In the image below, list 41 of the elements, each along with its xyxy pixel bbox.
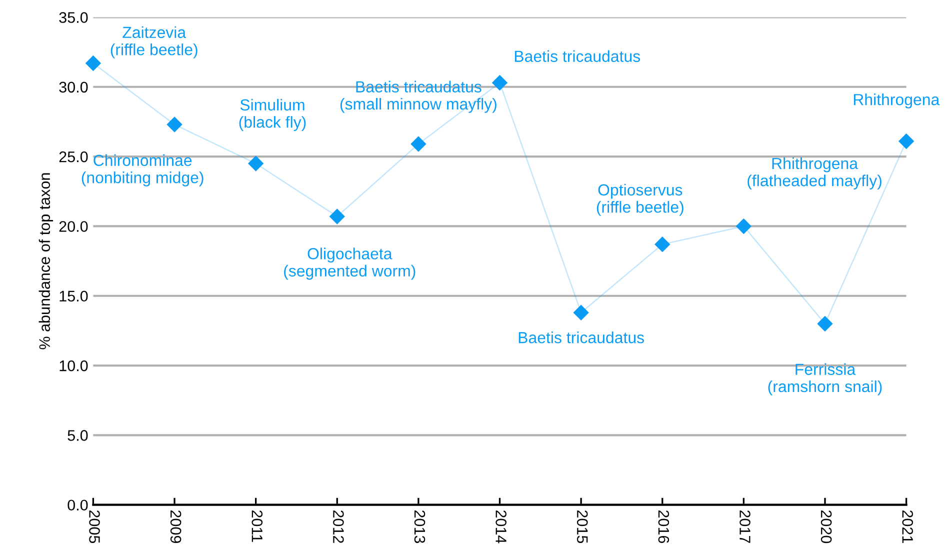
y-axis-title: % abundance of top taxon — [38, 173, 54, 350]
point — [573, 305, 589, 320]
annotation: Ferrissia (ramshorn snail) — [768, 363, 882, 396]
y-tick-label: 25.0 — [59, 151, 88, 162]
annotation: Baetis tricaudatus — [514, 50, 640, 62]
y-tick-label: 35.0 — [59, 12, 88, 23]
x-tick-label: 2017 — [740, 510, 750, 543]
annotation: Rhithrogena (flatheaded mayfly) — [748, 157, 882, 190]
x-tick-label: 2005 — [89, 510, 100, 544]
point — [330, 208, 345, 224]
x-tick-label: 2013 — [414, 510, 426, 544]
y-tick-label: 0.0 — [68, 500, 88, 511]
point — [492, 75, 508, 90]
x-tick-label: 2011 — [252, 510, 263, 542]
point — [166, 116, 182, 132]
x-tick-label: 2009 — [170, 510, 182, 543]
point — [248, 156, 264, 172]
point — [817, 316, 833, 332]
point — [898, 134, 914, 149]
annotation: Zaitzevia (riffle beetle) — [110, 26, 198, 58]
annotation: Baetis tricaudatus (small minnow mayfly) — [340, 80, 496, 113]
y-tick-label: 15.0 — [60, 290, 88, 302]
point — [86, 56, 101, 71]
x-tick-label: 2015 — [576, 510, 588, 544]
annotation: Optioservus (riffle beetle) — [596, 184, 684, 216]
annotation: Simulium (black fly) — [239, 98, 306, 131]
point — [410, 136, 426, 152]
x-tick-label: 2020 — [820, 510, 832, 544]
annotation: Oligochaeta (segmented worm) — [284, 248, 416, 280]
y-tick-label: 30.0 — [59, 82, 88, 93]
annotation: Rhithrogena — [854, 94, 940, 108]
x-tick-label: 2014 — [496, 510, 506, 544]
y-tick-label: 20.0 — [59, 221, 88, 232]
point — [654, 236, 670, 252]
x-tick-label: 2016 — [658, 510, 670, 544]
y-tick-label: 5.0 — [68, 430, 88, 441]
annotation: Baetis tricaudatus — [518, 332, 644, 344]
x-tick-label: 2012 — [333, 510, 344, 543]
point — [736, 218, 752, 234]
y-tick-label: 10.0 — [60, 360, 88, 372]
x-tick-label: 2021 — [902, 510, 914, 543]
